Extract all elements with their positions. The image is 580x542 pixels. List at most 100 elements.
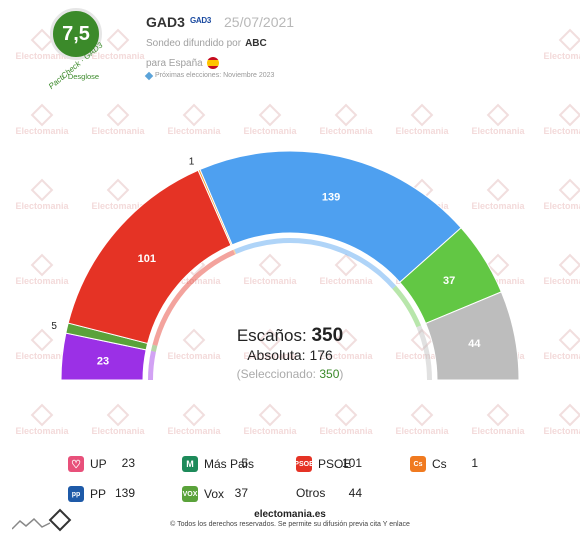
score-badge[interactable]: 7,5 bbox=[50, 8, 102, 60]
poll-date: 25/07/2021 bbox=[224, 14, 295, 30]
watermark-mark: Electomania bbox=[243, 103, 297, 136]
hemicycle-chart[interactable]: 23 5 101 1 139 37 44 bbox=[0, 140, 580, 390]
legend-party-name: UP bbox=[90, 457, 107, 471]
svg-text:Electomania: Electomania bbox=[543, 51, 580, 61]
watermark-mark: Electomania bbox=[91, 403, 145, 436]
breakdown-link[interactable]: ↓ Desglose bbox=[62, 72, 100, 81]
seat-label-cs: 1 bbox=[189, 157, 195, 168]
watermark-mark: Electomania bbox=[395, 403, 449, 436]
seat-label-otros: 44 bbox=[468, 338, 481, 350]
legend-seat-value: 101 bbox=[341, 456, 362, 470]
legend-party-name: Cs bbox=[432, 457, 447, 471]
inner-ring-up bbox=[234, 238, 397, 289]
legend-seat-value: 139 bbox=[114, 486, 135, 500]
watermark-mark: Electomania bbox=[319, 403, 373, 436]
svg-text:Electomania: Electomania bbox=[543, 126, 580, 136]
watermark-mark: Electomania bbox=[543, 103, 580, 136]
legend-party-name: PSOE bbox=[318, 457, 352, 471]
watermark-mark: Electomania bbox=[243, 403, 297, 436]
watermark-mark: Electomania bbox=[167, 403, 221, 436]
mountain-logo-icon bbox=[12, 517, 51, 530]
watermark-mark: Electomania bbox=[91, 103, 145, 136]
legend-party-name: Más País bbox=[204, 457, 255, 471]
inner-ring-pp bbox=[148, 350, 156, 380]
svg-text:Electomania: Electomania bbox=[91, 126, 145, 136]
media-line: Sondeo difundido por ABC bbox=[146, 38, 267, 49]
watermark-mark: Electomania bbox=[319, 103, 373, 136]
inner-ring-vox bbox=[151, 344, 158, 352]
vox-icon: VOX bbox=[182, 486, 198, 502]
majority-label: Absoluta: 176 bbox=[247, 347, 333, 363]
svg-text:Electomania: Electomania bbox=[543, 426, 580, 436]
svg-text:Electomania: Electomania bbox=[395, 126, 449, 136]
legend-party-name: Otros bbox=[296, 486, 326, 500]
watermark-mark: Electomania bbox=[471, 103, 525, 136]
watermark-mark: Electomania bbox=[15, 403, 69, 436]
legend-seat-value: 44 bbox=[348, 486, 362, 500]
region-line: para España bbox=[146, 57, 219, 69]
svg-text:Electomania: Electomania bbox=[243, 126, 297, 136]
cube-icon bbox=[144, 71, 154, 80]
next-election-line: Próximas elecciones: Noviembre 2023 bbox=[144, 71, 275, 80]
legend-item-más-país[interactable]: M Más País bbox=[182, 456, 254, 472]
svg-text:Electomania: Electomania bbox=[471, 126, 525, 136]
legend-seat-value: 5 bbox=[241, 456, 248, 470]
svg-text:Electomania: Electomania bbox=[471, 426, 525, 436]
svg-text:Electomania: Electomania bbox=[15, 426, 69, 436]
svg-text:Electomania: Electomania bbox=[319, 126, 373, 136]
seats-label: Escaños: bbox=[236, 326, 307, 345]
selected-seats: (Seleccionado: 350) bbox=[0, 367, 580, 381]
svg-text:Electomania: Electomania bbox=[167, 126, 221, 136]
svg-text:Electomania: Electomania bbox=[15, 126, 69, 136]
watermark-mark: Electomania bbox=[471, 403, 525, 436]
legend-item-otros[interactable]: Otros bbox=[296, 486, 325, 500]
watermark-mark: Electomania bbox=[15, 103, 69, 136]
pollster-name: GAD3 bbox=[146, 14, 185, 30]
inner-ring-otros bbox=[416, 325, 432, 380]
watermark-mark: Electomania bbox=[543, 403, 580, 436]
spain-flag-icon bbox=[206, 57, 219, 69]
seat-label-psoe: 101 bbox=[138, 253, 156, 265]
seat-label-up: 139 bbox=[322, 192, 340, 204]
footer-copyright: © Todos los derechos reservados. Se perm… bbox=[170, 521, 410, 528]
svg-text:Electomania: Electomania bbox=[91, 426, 145, 436]
media-prefix: Sondeo difundido por bbox=[146, 38, 242, 49]
media-name[interactable]: ABC bbox=[245, 38, 267, 49]
selected-value: 350 bbox=[319, 367, 340, 381]
legend-party-name: PP bbox=[90, 487, 107, 501]
watermark-mark: Electomania bbox=[543, 28, 580, 61]
footer-site[interactable]: electomania.es bbox=[254, 509, 326, 520]
legend-seat-value: 37 bbox=[234, 486, 248, 500]
legend-item-up[interactable]: ♡ UP bbox=[68, 456, 107, 472]
svg-text:Electomania: Electomania bbox=[319, 426, 373, 436]
mas-pais-icon: M bbox=[182, 456, 198, 472]
cs-icon: Cs bbox=[410, 456, 426, 472]
seat-label-pp: 23 bbox=[97, 356, 109, 368]
svg-text:Electomania: Electomania bbox=[395, 426, 449, 436]
seat-label-vox: 5 bbox=[51, 321, 57, 332]
legend-item-cs[interactable]: Cs Cs bbox=[410, 456, 447, 472]
seats-total: Escaños: 350 bbox=[0, 325, 580, 347]
svg-text:Electomania: Electomania bbox=[91, 51, 145, 61]
watermark-mark: Electomania bbox=[167, 103, 221, 136]
legend-item-vox[interactable]: VOX Vox bbox=[182, 486, 224, 502]
legend-item-psoe[interactable]: PSOE PSOE bbox=[294, 456, 352, 472]
pollster-logo: GAD3 bbox=[190, 16, 212, 25]
selected-close: ) bbox=[339, 367, 344, 381]
legend-item-pp[interactable]: pp PP bbox=[68, 486, 106, 502]
svg-text:Electomania: Electomania bbox=[167, 426, 221, 436]
watermark-mark: Electomania bbox=[395, 103, 449, 136]
psoe-icon: PSOE bbox=[294, 456, 314, 472]
legend-seat-value: 23 bbox=[121, 456, 135, 470]
inner-ring-más-país bbox=[392, 285, 422, 328]
legend-party-name: Vox bbox=[204, 487, 225, 501]
seats-total-value: 350 bbox=[311, 325, 344, 346]
region-label: para España bbox=[146, 57, 203, 69]
legend-seat-value: 1 bbox=[471, 456, 478, 470]
selected-label: (Seleccionado: bbox=[236, 367, 316, 381]
svg-text:Electomania: Electomania bbox=[243, 426, 297, 436]
inner-ring-cs bbox=[233, 249, 237, 255]
seat-segment-otros[interactable] bbox=[425, 291, 520, 381]
pp-icon: pp bbox=[68, 486, 84, 502]
next-election-label: Próximas elecciones: Noviembre 2023 bbox=[155, 72, 275, 79]
